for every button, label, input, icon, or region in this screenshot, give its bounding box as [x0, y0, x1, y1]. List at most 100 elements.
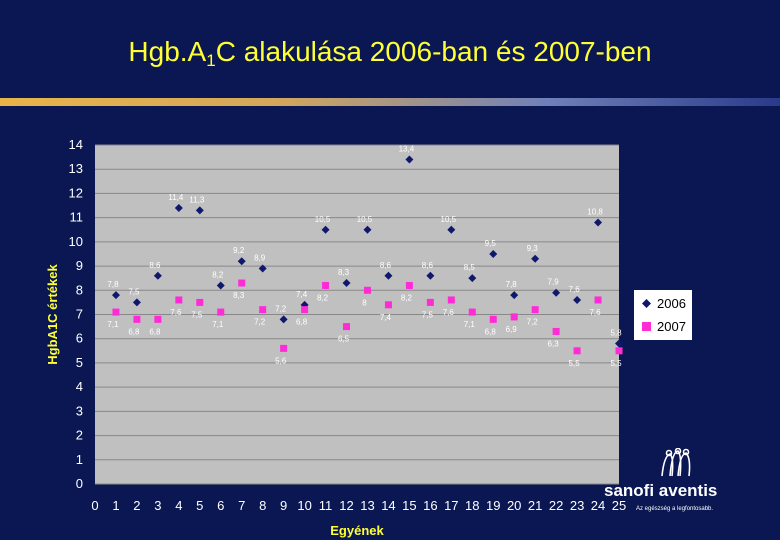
label-2007-8: 7,2: [254, 318, 266, 327]
x-tick-15: 15: [402, 498, 416, 513]
label-2006-19: 9,5: [485, 239, 497, 248]
x-tick-20: 20: [507, 498, 521, 513]
point-2006-8: [258, 264, 267, 273]
label-2007-15: 8,2: [401, 293, 413, 302]
label-2007-13: 8: [362, 298, 367, 307]
label-2006-2: 7,5: [128, 287, 140, 296]
point-2006-23: [573, 295, 582, 304]
point-2007-19: [489, 315, 497, 323]
label-2006-15: 13,4: [399, 145, 415, 154]
point-2006-17: [447, 225, 456, 234]
point-2007-22: [552, 327, 560, 335]
label-2006-13: 10,5: [357, 215, 373, 224]
label-2006-22: 7,9: [548, 278, 560, 287]
point-2006-14: [384, 271, 393, 280]
point-2006-4: [174, 203, 183, 212]
label-2007-16: 7,5: [422, 310, 434, 319]
x-tick-23: 23: [570, 498, 584, 513]
x-tick-4: 4: [175, 498, 182, 513]
point-2007-25: [615, 347, 623, 355]
y-tick-2: 2: [76, 428, 83, 443]
y-tick-4: 4: [76, 379, 83, 394]
label-2007-22: 6,3: [548, 339, 560, 348]
y-tick-3: 3: [76, 403, 83, 418]
label-2007-7: 8,3: [233, 291, 245, 300]
point-2007-5: [196, 298, 204, 306]
label-2006-16: 8,6: [422, 261, 434, 270]
point-2007-11: [322, 281, 330, 289]
point-2007-7: [238, 279, 246, 287]
label-2006-14: 8,6: [380, 261, 392, 270]
x-tick-19: 19: [486, 498, 500, 513]
legend-item-2007: 2007: [642, 319, 686, 334]
y-tick-10: 10: [69, 234, 83, 249]
label-2006-7: 9,2: [233, 246, 245, 255]
point-2007-1: [112, 308, 120, 316]
x-tick-12: 12: [339, 498, 353, 513]
x-tick-5: 5: [196, 498, 203, 513]
label-2006-21: 9,3: [527, 244, 539, 253]
point-2007-18: [468, 308, 476, 316]
point-2007-8: [259, 306, 267, 314]
label-2006-25: 5,8: [610, 329, 622, 338]
data-marks: [111, 155, 623, 355]
label-2007-9: 5,6: [275, 356, 287, 365]
point-2006-13: [363, 225, 372, 234]
legend-item-2006: 2006: [642, 296, 686, 311]
point-2007-21: [531, 306, 539, 314]
logo-figures-icon: [661, 448, 691, 477]
label-2007-3: 6,8: [149, 327, 161, 336]
x-axis-title: Egyének: [330, 523, 384, 538]
x-tick-17: 17: [444, 498, 458, 513]
label-2006-4: 11,4: [168, 193, 184, 202]
point-2006-3: [153, 271, 162, 280]
point-2006-11: [321, 225, 330, 234]
x-tick-14: 14: [381, 498, 395, 513]
point-2007-16: [426, 298, 434, 306]
x-tick-1: 1: [112, 498, 119, 513]
y-axis-title: HgbA1C értékek: [45, 264, 60, 365]
point-2006-5: [195, 206, 204, 215]
point-2007-15: [405, 281, 413, 289]
point-2006-1: [111, 291, 120, 300]
x-tick-9: 9: [280, 498, 287, 513]
point-2007-3: [154, 315, 162, 323]
title-main: Hgb.A: [128, 36, 207, 67]
grid-lines: [95, 144, 619, 485]
label-2006-5: 11,3: [189, 195, 205, 204]
data-labels: 7,8 7,5 8,6 11,4 11,3 8,2 9,2 8,9 7,2 7,4 10,5 8,3 1…: [107, 145, 622, 368]
label-2006-24: 10,8: [587, 207, 603, 216]
x-tick-0: 0: [91, 498, 98, 513]
y-tick-9: 9: [76, 258, 83, 273]
point-2006-12: [342, 279, 351, 288]
legend: 2006 2007: [634, 290, 692, 340]
point-2006-9: [279, 315, 288, 324]
title-subscript: 1: [206, 51, 216, 70]
x-tick-3: 3: [154, 498, 161, 513]
y-tick-1: 1: [76, 452, 83, 467]
label-2007-14: 7,4: [380, 313, 392, 322]
label-2007-24: 7,6: [589, 308, 601, 317]
label-2007-25: 5,5: [610, 359, 622, 368]
label-2007-11: 8,2: [317, 293, 329, 302]
x-tick-7: 7: [238, 498, 245, 513]
label-2006-10: 7,4: [296, 290, 308, 299]
x-tick-25: 25: [612, 498, 626, 513]
point-2006-19: [489, 249, 498, 258]
point-2006-2: [132, 298, 141, 307]
label-2007-17: 7,6: [443, 308, 455, 317]
point-2006-7: [237, 257, 246, 266]
point-2007-10: [301, 306, 309, 314]
legend-label-2007: 2007: [657, 319, 686, 334]
y-tick-13: 13: [69, 161, 83, 176]
x-tick-18: 18: [465, 498, 479, 513]
x-tick-2: 2: [133, 498, 140, 513]
point-2007-23: [573, 347, 581, 355]
y-tick-8: 8: [76, 282, 83, 297]
title-divider: [0, 98, 780, 106]
logo-tagline: Az egészség a legfontosabb.: [636, 506, 714, 512]
y-tick-7: 7: [76, 307, 83, 322]
slide-title: Hgb.A1C alakulása 2006-ban és 2007-ben: [0, 36, 780, 71]
label-2007-2: 6,8: [128, 327, 140, 336]
point-2006-6: [216, 281, 225, 290]
